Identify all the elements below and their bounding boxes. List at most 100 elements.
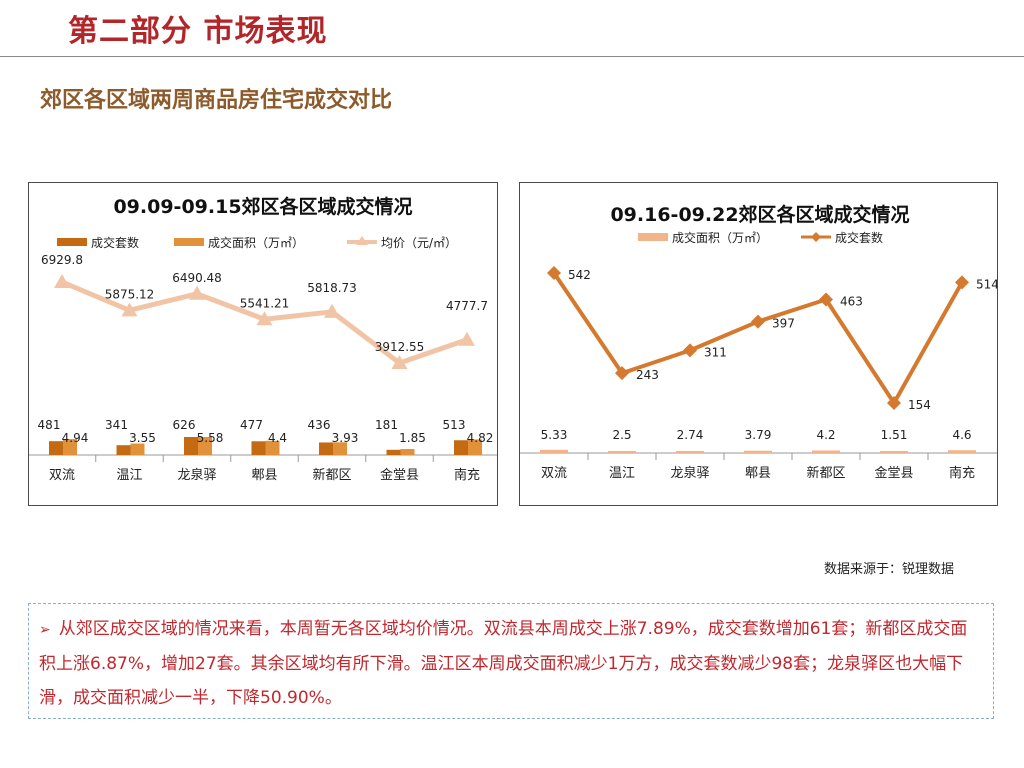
bar-area — [130, 443, 145, 455]
data-label-price: 4777.7 — [446, 299, 488, 313]
marker-price — [459, 331, 475, 346]
x-tick-label: 双流 — [49, 468, 75, 483]
line-units — [552, 271, 964, 405]
x-tick-label: 金堂县 — [380, 467, 419, 483]
bar-area — [265, 440, 280, 455]
chart-title: 09.09-09.15郊区各区域成交情况 — [113, 195, 412, 218]
marker-price — [121, 302, 138, 317]
data-label-area: 4.82 — [467, 431, 494, 445]
data-label-units: 514 — [976, 277, 997, 291]
summary-paragraph: 从郊区成交区域的情况来看，本周暂无各区域均价情况。双流县本周成交上涨7.89%，… — [39, 619, 968, 708]
legend-marker-units — [811, 232, 821, 242]
data-label-area: 3.93 — [332, 431, 359, 445]
data-label-area: 3.79 — [745, 428, 772, 442]
data-label-area: 2.74 — [677, 428, 704, 442]
marker-units — [547, 266, 561, 280]
data-label-price: 5541.21 — [240, 296, 290, 310]
legend-marker-price — [356, 236, 368, 245]
marker-price — [54, 274, 70, 288]
legend-label-units: 成交套数 — [91, 235, 139, 250]
x-tick-label: 双流 — [541, 466, 567, 481]
x-tick-label: 金堂县 — [874, 465, 913, 481]
legend-swatch-area — [638, 233, 668, 241]
data-source-note: 数据来源于：锐理数据 — [824, 562, 955, 577]
marker-price — [256, 311, 273, 326]
data-label-price: 6490.48 — [172, 271, 222, 285]
marker-price — [391, 355, 408, 369]
data-label-price: 6929.8 — [41, 253, 83, 267]
data-label-units: 463 — [840, 294, 863, 308]
page-title: 第二部分 市场表现 — [68, 14, 328, 49]
marker-units — [887, 396, 901, 410]
marker-units — [819, 292, 833, 307]
bar-area — [948, 450, 976, 453]
data-label-units: 243 — [636, 368, 659, 382]
data-label-area: 4.2 — [816, 428, 835, 442]
x-tick-label: 郫县 — [251, 467, 277, 483]
data-label-units: 481 — [38, 418, 61, 432]
bar-units — [454, 440, 468, 455]
bar-area — [812, 450, 840, 453]
data-label-units: 397 — [772, 317, 795, 331]
legend-swatch-area — [174, 238, 204, 246]
x-tick-label: 南充 — [949, 465, 975, 481]
section-subtitle: 郊区各区域两周商品房住宅成交对比 — [40, 88, 393, 113]
legend-label-units: 成交套数 — [835, 230, 883, 245]
marker-units — [683, 343, 697, 358]
bar-area — [676, 451, 704, 453]
data-label-units: 181 — [375, 418, 398, 432]
summary-box: ➢ 从郊区成交区域的情况来看，本周暂无各区域均价情况。双流县本周成交上涨7.89%… — [28, 603, 994, 719]
data-label-units: 477 — [240, 418, 263, 432]
marker-units — [751, 314, 765, 329]
data-label-price: 5875.12 — [105, 287, 155, 301]
data-label-area: 1.51 — [881, 428, 908, 442]
bar-area — [333, 442, 347, 455]
data-label-area: 1.85 — [399, 431, 426, 445]
x-tick-label: 温江 — [116, 468, 142, 483]
x-tick-label: 南充 — [454, 467, 480, 483]
legend-label-price: 均价（元/㎡） — [381, 236, 457, 250]
bar-area — [468, 439, 482, 455]
data-label-area: 5.58 — [197, 431, 224, 445]
data-label-area: 4.6 — [952, 428, 971, 442]
bar-area — [608, 451, 636, 453]
bar-units — [49, 441, 63, 455]
data-label-area: 2.5 — [612, 428, 631, 442]
marker-units — [955, 275, 969, 290]
bar-area — [540, 449, 568, 453]
legend-label-area: 成交面积（万㎡） — [672, 230, 768, 245]
x-tick-label: 龙泉驿 — [177, 467, 216, 483]
data-label-units: 341 — [105, 418, 128, 432]
chart-week1: 09.09-09.15郊区各区域成交情况成交套数 成交面积（万㎡） 均价（元/㎡） 双… — [28, 182, 498, 506]
bar-area — [63, 439, 77, 455]
bar-units — [251, 441, 266, 455]
bar-area — [400, 449, 415, 455]
x-tick-label: 新都区 — [312, 467, 351, 483]
chart-week2: 09.16-09.22郊区各区域成交情况 成交面积（万㎡） 成交套数 双流 温江 龙泉驿 郫… — [519, 182, 998, 506]
bar-units — [116, 445, 131, 455]
summary-text: ➢ 从郊区成交区域的情况来看，本周暂无各区域均价情况。双流县本周成交上涨7.89%… — [39, 612, 975, 715]
data-label-price: 5818.73 — [307, 281, 357, 295]
chart-title: 09.16-09.22郊区各区域成交情况 — [610, 203, 909, 226]
marker-units — [615, 366, 629, 381]
header-divider — [0, 56, 1024, 57]
bar-units — [386, 449, 401, 455]
data-label-area: 4.94 — [62, 431, 89, 445]
legend-swatch-units — [57, 238, 87, 246]
bar-area — [744, 450, 772, 453]
legend-label-area: 成交面积（万㎡） — [208, 235, 304, 250]
marker-price — [324, 303, 340, 318]
bar-units — [184, 437, 198, 455]
data-label-units: 436 — [308, 418, 331, 432]
data-label-units: 513 — [443, 418, 466, 432]
data-label-area: 3.55 — [129, 431, 156, 445]
bullet-arrow-icon: ➢ — [39, 622, 51, 638]
data-label-area: 5.33 — [541, 428, 568, 442]
data-label-units: 154 — [908, 398, 931, 412]
data-label-units: 542 — [568, 268, 591, 282]
x-tick-label: 温江 — [609, 466, 635, 481]
bar-area — [198, 437, 212, 455]
data-label-area: 4.4 — [268, 431, 287, 445]
